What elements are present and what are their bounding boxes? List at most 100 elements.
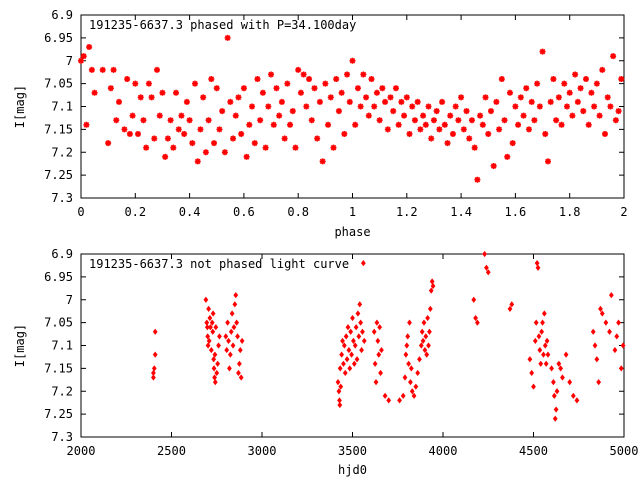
data-point (214, 369, 220, 377)
x-tick-label: 0.8 (287, 205, 309, 219)
data-point (406, 130, 413, 137)
data-point (379, 85, 386, 92)
data-point (588, 89, 595, 96)
data-point (531, 117, 538, 124)
data-point (490, 162, 497, 169)
data-point (377, 324, 383, 331)
data-point (78, 57, 84, 64)
data-point (386, 397, 392, 404)
data-point (496, 126, 503, 133)
data-point (236, 369, 241, 377)
y-tick-label: 7.2 (51, 145, 73, 159)
data-point (429, 278, 435, 285)
data-point (477, 112, 484, 119)
data-point (333, 76, 340, 83)
data-point (549, 365, 554, 372)
data-point (230, 135, 237, 142)
data-point (543, 360, 549, 367)
data-point (424, 351, 430, 358)
data-point (154, 66, 161, 73)
data-point (390, 108, 397, 115)
data-point (210, 310, 216, 317)
data-point (596, 379, 602, 386)
data-point (540, 319, 545, 326)
data-point (349, 351, 354, 358)
y-tick-label: 7.25 (44, 168, 73, 182)
data-point (204, 319, 210, 326)
data-point (561, 80, 568, 87)
data-point (338, 89, 345, 96)
data-point (212, 379, 218, 386)
data-point (529, 369, 535, 377)
y-tick-label: 7.1 (51, 339, 73, 353)
data-point (612, 346, 618, 354)
data-point (458, 94, 465, 101)
data-point (170, 144, 177, 151)
data-point (618, 76, 625, 83)
data-point (414, 98, 421, 105)
data-point (113, 117, 120, 124)
data-point (400, 392, 406, 399)
chart-title: 191235-6637.3 phased with P=34.100day (89, 18, 356, 32)
data-point (121, 126, 128, 133)
data-point (235, 94, 242, 101)
data-point (517, 94, 524, 101)
y-axis-label: I[mag] (13, 85, 27, 128)
data-point (449, 130, 456, 137)
data-point (441, 121, 448, 128)
data-point (99, 66, 106, 73)
data-point (408, 379, 413, 386)
data-point (211, 365, 217, 372)
data-point (474, 176, 481, 183)
data-point (358, 319, 364, 326)
data-point (542, 342, 548, 349)
data-point (485, 130, 492, 137)
data-point (507, 305, 513, 312)
data-point (596, 112, 603, 119)
data-point (590, 328, 596, 335)
data-point (289, 108, 296, 115)
x-tick-label: 5000 (610, 444, 639, 458)
data-point (352, 121, 359, 128)
data-point (233, 292, 239, 299)
data-point (337, 401, 343, 409)
data-point (322, 80, 329, 87)
data-point (535, 264, 541, 271)
data-point (189, 140, 196, 147)
data-point (135, 130, 142, 137)
data-point (550, 76, 557, 83)
data-point (563, 351, 569, 358)
data-point (372, 360, 378, 367)
data-point (151, 135, 158, 142)
unphased-light-curve-chart: 2000 2500 3000 3500 4000 4500 5000 6.9 6.95 7 7.05… (13, 247, 638, 477)
data-point (342, 369, 348, 377)
y-tick-label: 6.95 (44, 270, 73, 284)
data-point (181, 130, 188, 137)
data-point (295, 66, 302, 73)
data-point (447, 112, 454, 119)
data-point (599, 310, 605, 317)
data-point (531, 383, 536, 390)
data-point (360, 328, 365, 335)
data-point (224, 346, 230, 354)
data-point (479, 121, 486, 128)
data-point (551, 392, 557, 399)
data-point (392, 85, 399, 92)
data-point (417, 356, 422, 363)
y-tick-label: 6.9 (51, 247, 73, 261)
data-point (344, 71, 351, 78)
data-point (601, 130, 608, 137)
data-point (359, 346, 364, 354)
data-point (361, 337, 367, 345)
data-point (300, 71, 307, 78)
data-point (224, 34, 231, 41)
data-point (341, 360, 346, 367)
data-point (433, 108, 440, 115)
data-point (466, 135, 473, 142)
data-point (455, 117, 462, 124)
data-point (204, 324, 210, 331)
data-point (460, 126, 467, 133)
data-point (382, 392, 388, 399)
data-point (156, 112, 163, 119)
data-point (227, 351, 233, 358)
